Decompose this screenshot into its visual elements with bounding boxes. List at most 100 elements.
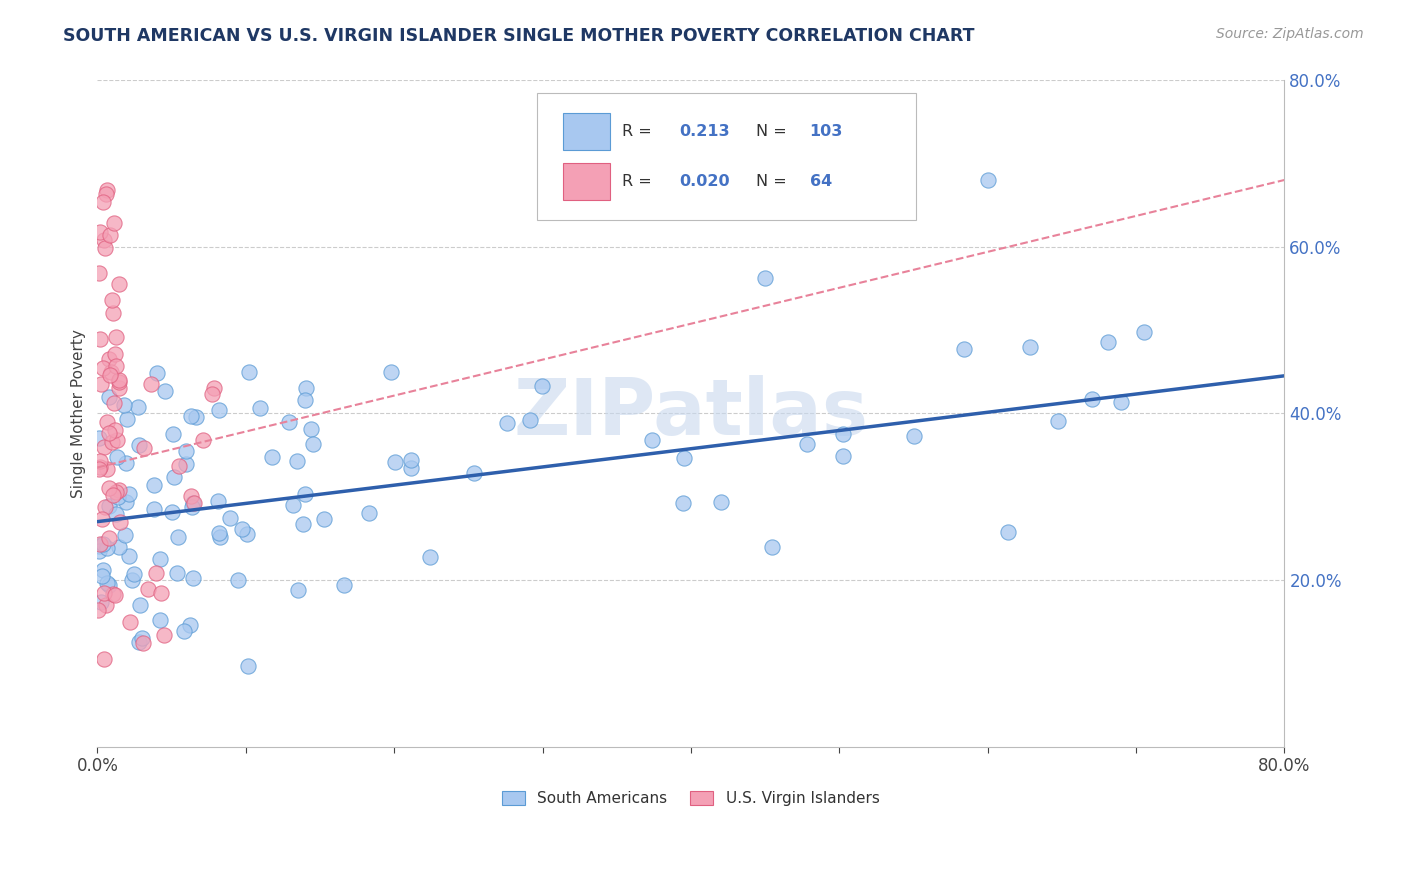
Point [129, 598, 152, 612]
Point [104, 424, 127, 438]
Point [105, 433, 128, 447]
Point [218, 511, 240, 525]
Point [236, 527, 259, 541]
Text: R =: R = [621, 124, 652, 139]
Point [104, 507, 127, 521]
Point [146, 367, 169, 381]
Point [107, 375, 129, 389]
Point [208, 403, 231, 417]
Point [291, 517, 314, 532]
Point [531, 378, 554, 392]
Point [953, 343, 976, 357]
Point [118, 549, 141, 563]
Point [710, 495, 733, 509]
Point [87, 603, 110, 617]
Point [173, 624, 195, 638]
Point [120, 615, 142, 629]
Point [496, 416, 519, 430]
Point [114, 456, 136, 470]
Point [249, 401, 271, 416]
Point [108, 381, 131, 395]
Point [98, 390, 121, 404]
Point [89, 459, 111, 474]
Text: N =: N = [756, 175, 787, 189]
Point [104, 347, 127, 361]
Point [98, 578, 121, 592]
Text: 64: 64 [810, 175, 832, 189]
Point [201, 387, 224, 401]
Point [89, 454, 111, 468]
Point [294, 393, 316, 408]
Point [96, 186, 118, 201]
Point [103, 216, 125, 230]
Point [87, 266, 110, 280]
Point [231, 522, 253, 536]
Point [832, 427, 855, 442]
Point [98, 228, 121, 243]
Point [89, 225, 111, 239]
Point [108, 515, 131, 529]
Point [174, 457, 197, 471]
Point [105, 330, 128, 344]
Point [91, 361, 114, 376]
Point [162, 427, 184, 442]
Point [108, 277, 131, 291]
Point [91, 563, 114, 577]
Point [226, 573, 249, 587]
Point [202, 381, 225, 395]
Point [1081, 392, 1104, 407]
Point [96, 576, 118, 591]
Point [101, 293, 124, 307]
Point [149, 552, 172, 566]
Point [641, 434, 664, 448]
Point [160, 505, 183, 519]
Point [96, 415, 118, 429]
Point [174, 444, 197, 458]
Point [114, 528, 136, 542]
Point [463, 466, 485, 480]
Point [93, 233, 115, 247]
Point [142, 478, 165, 492]
Point [87, 544, 110, 558]
Point [672, 495, 695, 509]
Point [93, 586, 115, 600]
Point [96, 461, 118, 475]
Point [186, 409, 208, 424]
Point [277, 415, 299, 429]
Point [108, 540, 131, 554]
Point [333, 578, 356, 592]
Point [1133, 325, 1156, 339]
Point [1097, 334, 1119, 349]
Point [283, 498, 305, 512]
Point [153, 628, 176, 642]
Point [401, 461, 423, 475]
Point [359, 506, 381, 520]
Point [1019, 340, 1042, 354]
Point [302, 436, 325, 450]
Legend: South Americans, U.S. Virgin Islanders: South Americans, U.S. Virgin Islanders [496, 785, 886, 813]
Point [294, 487, 316, 501]
Point [285, 454, 308, 468]
Point [98, 425, 121, 440]
Point [101, 306, 124, 320]
Point [260, 450, 283, 465]
Point [100, 435, 122, 450]
Point [180, 409, 202, 423]
Point [90, 376, 112, 391]
Point [127, 400, 149, 414]
Point [312, 511, 335, 525]
Point [903, 429, 925, 443]
Text: R =: R = [621, 175, 652, 189]
Point [673, 450, 696, 465]
Point [761, 540, 783, 554]
Point [98, 481, 121, 495]
Point [419, 549, 441, 564]
Point [108, 483, 131, 497]
Point [299, 422, 322, 436]
Point [139, 377, 162, 392]
Point [295, 380, 318, 394]
Point [997, 524, 1019, 539]
Point [115, 412, 138, 426]
Point [754, 271, 776, 285]
Point [149, 613, 172, 627]
